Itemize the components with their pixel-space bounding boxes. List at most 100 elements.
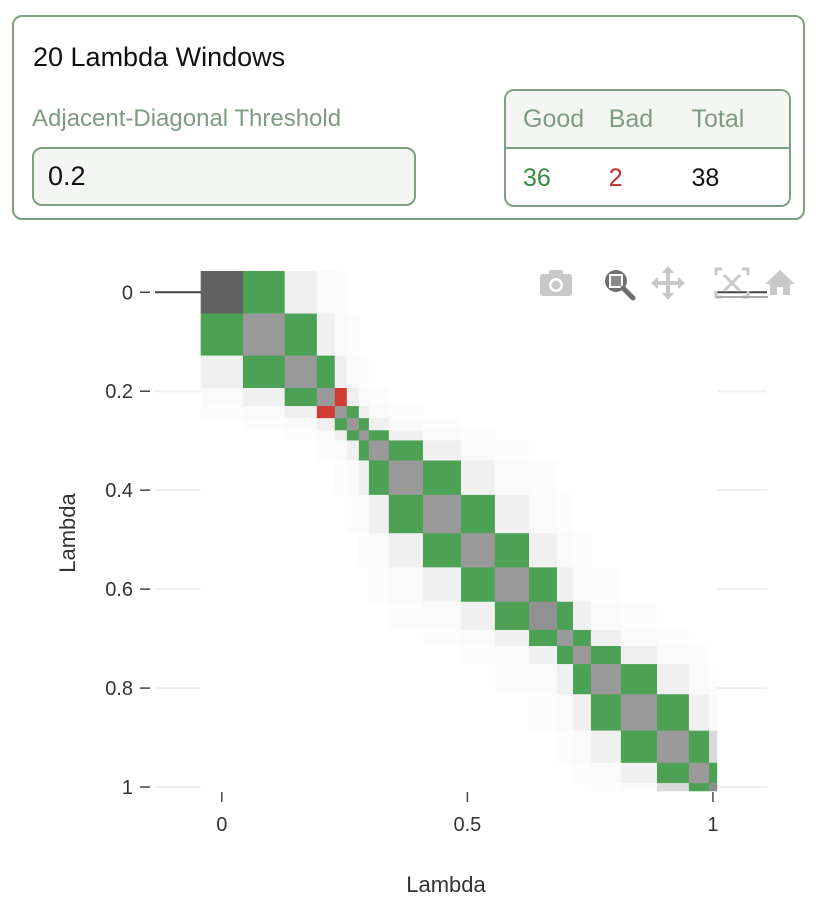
overlap-cell[interactable] — [422, 762, 462, 784]
overlap-cell[interactable] — [334, 629, 348, 647]
overlap-cell[interactable] — [284, 646, 318, 665]
overlap-cell[interactable] — [422, 313, 462, 356]
diagonal-cell[interactable] — [590, 664, 622, 695]
overlap-cell[interactable] — [688, 440, 710, 461]
good-adjacent-cell[interactable] — [422, 460, 462, 496]
overlap-cell[interactable] — [242, 664, 285, 695]
overlap-cell[interactable] — [656, 601, 690, 631]
overlap-cell[interactable] — [334, 730, 348, 764]
good-adjacent-cell[interactable] — [709, 762, 718, 784]
overlap-cell[interactable] — [200, 783, 244, 792]
overlap-cell[interactable] — [368, 601, 390, 631]
overlap-cell[interactable] — [709, 567, 718, 603]
overlap-cell[interactable] — [242, 567, 285, 603]
overlap-cell[interactable] — [334, 762, 348, 784]
overlap-cell[interactable] — [572, 355, 592, 389]
overlap-cell[interactable] — [529, 762, 558, 784]
good-adjacent-cell[interactable] — [368, 460, 390, 496]
overlap-cell[interactable] — [368, 313, 390, 356]
overlap-cell[interactable] — [590, 418, 622, 431]
overlap-cell[interactable] — [368, 494, 390, 534]
diagonal-cell[interactable] — [284, 355, 318, 389]
overlap-cell[interactable] — [620, 646, 658, 665]
overlap-cell[interactable] — [346, 783, 360, 792]
diagonal-cell[interactable] — [709, 783, 718, 792]
diagonal-cell[interactable] — [656, 730, 690, 764]
overlap-cell[interactable] — [368, 418, 390, 431]
overlap-cell[interactable] — [709, 601, 718, 631]
overlap-cell[interactable] — [388, 664, 424, 695]
overlap-cell[interactable] — [688, 694, 710, 731]
overlap-cell[interactable] — [200, 406, 244, 419]
overlap-cell[interactable] — [368, 270, 390, 314]
overlap-cell[interactable] — [590, 601, 622, 631]
overlap-cell[interactable] — [529, 355, 558, 389]
overlap-cell[interactable] — [316, 270, 336, 314]
overlap-cell[interactable] — [284, 270, 318, 314]
overlap-cell[interactable] — [346, 601, 360, 631]
overlap-cell[interactable] — [620, 313, 658, 356]
overlap-cell[interactable] — [688, 567, 710, 603]
overlap-cell[interactable] — [494, 762, 530, 784]
overlap-cell[interactable] — [529, 430, 558, 441]
overlap-cell[interactable] — [368, 762, 390, 784]
overlap-cell[interactable] — [590, 567, 622, 603]
overlap-cell[interactable] — [709, 440, 718, 461]
overlap-cell[interactable] — [388, 388, 424, 407]
overlap-cell[interactable] — [572, 418, 592, 431]
overlap-cell[interactable] — [346, 762, 360, 784]
overlap-cell[interactable] — [368, 783, 390, 792]
bad-adjacent-cell[interactable] — [334, 388, 348, 407]
overlap-cell[interactable] — [334, 664, 348, 695]
good-adjacent-cell[interactable] — [557, 601, 574, 631]
overlap-cell[interactable] — [422, 270, 462, 314]
overlap-cell[interactable] — [368, 664, 390, 695]
overlap-cell[interactable] — [358, 646, 370, 665]
overlap-cell[interactable] — [590, 388, 622, 407]
good-adjacent-cell[interactable] — [388, 494, 424, 534]
overlap-cell[interactable] — [316, 694, 336, 731]
overlap-cell[interactable] — [242, 418, 285, 431]
overlap-cell[interactable] — [388, 270, 424, 314]
overlap-cell[interactable] — [688, 388, 710, 407]
overlap-cell[interactable] — [590, 313, 622, 356]
overlap-cell[interactable] — [358, 406, 370, 419]
overlap-cell[interactable] — [242, 388, 285, 407]
diagonal-cell[interactable] — [334, 406, 348, 419]
overlap-cell[interactable] — [242, 406, 285, 419]
overlap-cell[interactable] — [494, 270, 530, 314]
overlap-cell[interactable] — [422, 388, 462, 407]
overlap-cell[interactable] — [656, 355, 690, 389]
overlap-cell[interactable] — [334, 567, 348, 603]
overlap-cell[interactable] — [358, 388, 370, 407]
overlap-cell[interactable] — [688, 430, 710, 441]
overlap-cell[interactable] — [346, 730, 360, 764]
diagonal-cell[interactable] — [557, 629, 574, 647]
overlap-cell[interactable] — [590, 533, 622, 568]
good-adjacent-cell[interactable] — [529, 629, 558, 647]
overlap-cell[interactable] — [590, 783, 622, 792]
overlap-cell[interactable] — [316, 567, 336, 603]
overlap-cell[interactable] — [334, 494, 348, 534]
good-adjacent-cell[interactable] — [590, 694, 622, 731]
overlap-cell[interactable] — [284, 730, 318, 764]
good-adjacent-cell[interactable] — [656, 762, 690, 784]
good-adjacent-cell[interactable] — [461, 494, 496, 534]
overlap-cell[interactable] — [242, 533, 285, 568]
diagonal-cell[interactable] — [200, 270, 244, 314]
overlap-cell[interactable] — [316, 430, 336, 441]
overlap-cell[interactable] — [316, 762, 336, 784]
overlap-cell[interactable] — [688, 664, 710, 695]
overlap-cell[interactable] — [529, 783, 558, 792]
overlap-cell[interactable] — [242, 762, 285, 784]
overlap-cell[interactable] — [284, 430, 318, 441]
good-adjacent-cell[interactable] — [242, 270, 285, 314]
overlap-cell[interactable] — [422, 783, 462, 792]
overlap-cell[interactable] — [572, 567, 592, 603]
overlap-cell[interactable] — [590, 730, 622, 764]
overlap-cell[interactable] — [334, 694, 348, 731]
overlap-cell[interactable] — [494, 460, 530, 496]
overlap-cell[interactable] — [461, 460, 496, 496]
overlap-cell[interactable] — [334, 270, 348, 314]
overlap-cell[interactable] — [572, 533, 592, 568]
